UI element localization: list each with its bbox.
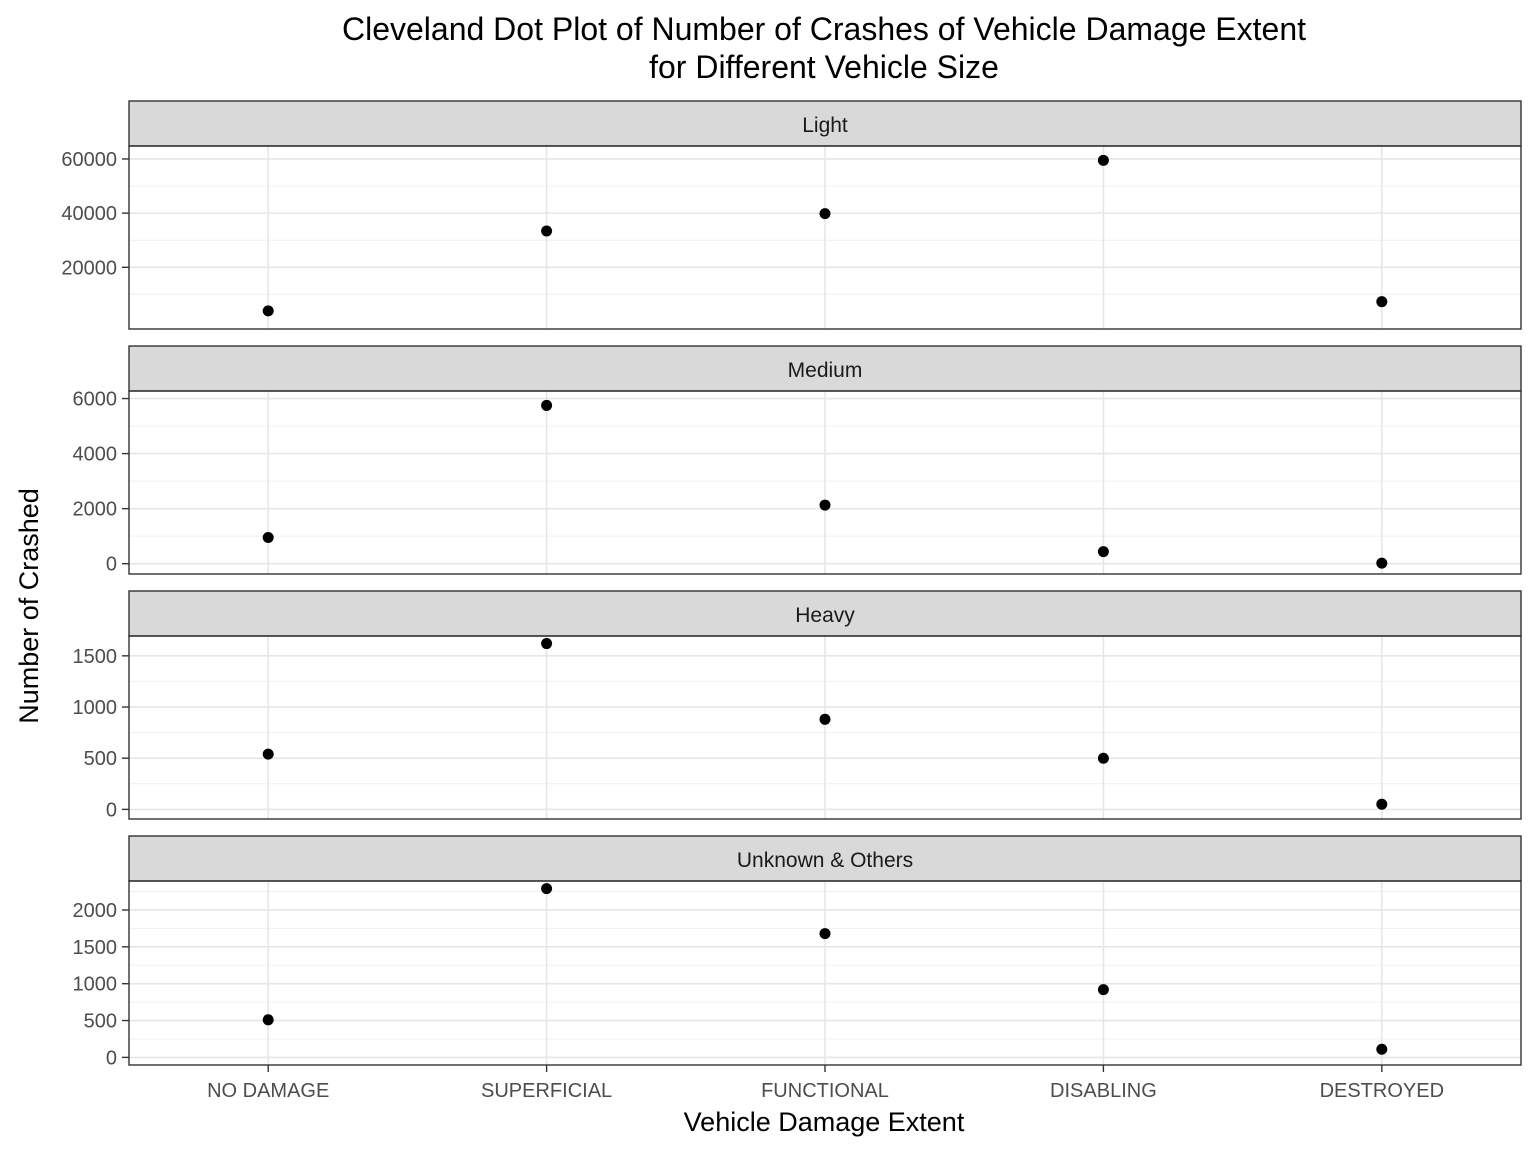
- chart-title-line-1: Cleveland Dot Plot of Number of Crashes …: [342, 11, 1306, 47]
- facet-strip-label: Light: [802, 114, 848, 137]
- facet-strip-label: Heavy: [795, 604, 855, 627]
- x-axis: NO DAMAGE SUPERFICIAL FUNCTIONAL DISABLING D…: [207, 1065, 1444, 1102]
- panel-border: [128, 145, 1522, 330]
- data-point-superficial: [541, 638, 553, 650]
- data-point-superficial: [541, 399, 553, 411]
- y-tick-label: 2000: [73, 499, 118, 521]
- y-axis-title: Number of Crashed: [14, 488, 44, 724]
- data-point-no-damage: [262, 532, 274, 544]
- data-point-functional: [819, 499, 831, 511]
- facet-strip: [128, 835, 1522, 882]
- data-point-superficial: [541, 883, 553, 895]
- data-point-disabling: [1097, 154, 1109, 166]
- facet-strip: [128, 590, 1522, 637]
- chart-title-line-2: for Different Vehicle Size: [649, 49, 999, 85]
- data-point-superficial: [541, 225, 553, 237]
- y-tick-label: 6000: [73, 389, 118, 411]
- y-tick-label: 500: [84, 1011, 117, 1033]
- data-point-destroyed: [1376, 1043, 1388, 1055]
- y-tick-label: 1500: [73, 646, 118, 668]
- data-point-disabling: [1097, 752, 1109, 764]
- y-tick-label: 0: [106, 554, 117, 576]
- data-point-destroyed: [1376, 296, 1388, 308]
- data-point-disabling: [1097, 546, 1109, 558]
- y-tick-label: 60000: [61, 149, 117, 171]
- y-tick-label: 20000: [61, 257, 117, 279]
- y-tick-label: 4000: [73, 444, 118, 466]
- data-point-no-damage: [262, 305, 274, 317]
- y-tick-label: 40000: [61, 203, 117, 225]
- data-point-destroyed: [1376, 557, 1388, 569]
- panel-heavy: 0 500 1000 1500 Heavy: [73, 590, 1522, 821]
- data-point-functional: [819, 928, 831, 940]
- facet-strip-label: Medium: [788, 359, 863, 382]
- y-tick-label: 1000: [73, 697, 118, 719]
- data-point-disabling: [1097, 984, 1109, 996]
- x-tick-label: FUNCTIONAL: [761, 1080, 889, 1102]
- panel-border: [128, 390, 1522, 575]
- data-point-functional: [819, 208, 831, 220]
- x-tick-label: SUPERFICIAL: [481, 1080, 612, 1102]
- x-tick-label: DESTROYED: [1320, 1080, 1444, 1102]
- panel-light: 20000 40000 60000 Light: [61, 100, 1522, 330]
- facet-panels: 200004000060000Light0200040006000Medium0…: [61, 100, 1522, 1069]
- panel-border: [128, 635, 1522, 820]
- y-tick-label: 500: [84, 748, 117, 770]
- panel-unknown-others: 0 500 1000 1500 2000 Unknown & Others: [73, 835, 1522, 1069]
- data-point-functional: [819, 713, 831, 725]
- data-point-no-damage: [262, 748, 274, 760]
- y-tick-label: 0: [106, 799, 117, 821]
- facet-strip-label: Unknown & Others: [737, 849, 913, 872]
- x-axis-title: Vehicle Damage Extent: [684, 1107, 965, 1137]
- facet-strip: [128, 100, 1522, 147]
- y-tick-label: 2000: [73, 900, 118, 922]
- y-tick-label: 0: [106, 1047, 117, 1069]
- data-point-no-damage: [262, 1014, 274, 1026]
- x-tick-label: DISABLING: [1050, 1080, 1157, 1102]
- data-point-destroyed: [1376, 798, 1388, 810]
- y-tick-label: 1500: [73, 937, 118, 959]
- panel-medium: 0 2000 4000 6000 Medium: [73, 345, 1522, 576]
- x-tick-label: NO DAMAGE: [207, 1080, 329, 1102]
- y-tick-label: 1000: [73, 974, 118, 996]
